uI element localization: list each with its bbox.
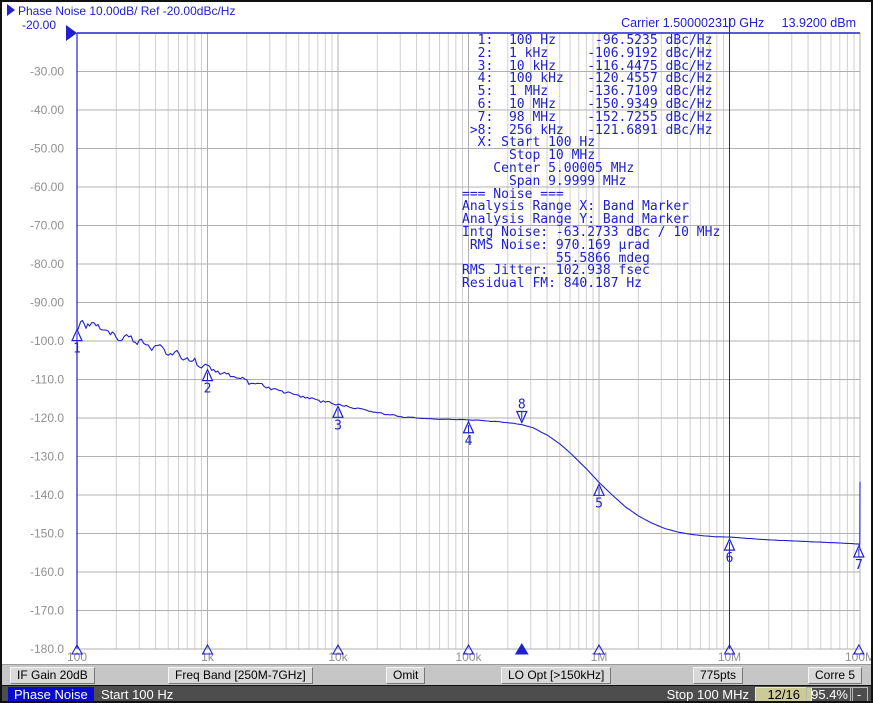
annotation-line: 5: 1 MHz -136.7109 dBc/Hz bbox=[462, 84, 713, 100]
annotation-line: 7: 98 MHz -152.7255 dBc/Hz bbox=[462, 109, 713, 125]
marker-number: 5 bbox=[595, 496, 603, 511]
trace-title-label: Phase Noise 10.00dB/ Ref -20.00dBc/Hz bbox=[18, 4, 236, 18]
marker-3-axis-indicator[interactable] bbox=[332, 643, 344, 655]
x-axis-label: 100M bbox=[845, 650, 873, 664]
y-axis-label: -120.0 bbox=[30, 411, 64, 425]
y-axis-label: -80.00 bbox=[30, 257, 64, 271]
trace-title[interactable]: Phase Noise 10.00dB/ Ref -20.00dBc/Hz bbox=[7, 4, 235, 18]
annotation-line: 55.5866 mdeg bbox=[462, 250, 650, 266]
marker-5-axis-indicator[interactable] bbox=[593, 643, 605, 655]
y-axis-label: -170.0 bbox=[30, 604, 64, 618]
marker-6-flag[interactable]: 6 bbox=[723, 537, 736, 566]
active-trace-icon bbox=[7, 4, 15, 16]
annotation-line: RMS Jitter: 102.938 fsec bbox=[462, 263, 650, 279]
stop-freq-readout: Stop 100 MHz bbox=[666, 687, 749, 702]
marker-number: 4 bbox=[465, 434, 473, 449]
x-axis-label: 10k bbox=[328, 650, 348, 664]
marker-2-flag[interactable]: 2 bbox=[201, 368, 214, 397]
freq-band-button[interactable]: Freq Band [250M-7GHz] bbox=[168, 667, 313, 684]
x-axis-label: 100 bbox=[67, 650, 87, 664]
y-axis-label: -130.0 bbox=[30, 450, 64, 464]
marker-3-flag[interactable]: 3 bbox=[332, 404, 344, 433]
marker-number: 1 bbox=[73, 342, 81, 357]
annotation-line: 1: 100 Hz -96.5235 dBc/Hz bbox=[462, 33, 713, 48]
annotation-line: >8: 256 kHz -121.6891 dBc/Hz bbox=[462, 122, 713, 138]
omit-button[interactable]: Omit bbox=[386, 667, 426, 684]
marker-1-flag[interactable]: 1 bbox=[71, 328, 83, 357]
annotation-line: Stop 10 MHz bbox=[462, 148, 596, 164]
y-axis-label: -90.00 bbox=[30, 296, 64, 310]
y-axis-label: -70.00 bbox=[30, 219, 64, 233]
y-axis-label: -140.0 bbox=[30, 488, 64, 502]
annotation-line: RMS Noise: 970.169 µrad bbox=[462, 237, 650, 253]
annotation-line: X: Start 100 Hz bbox=[462, 135, 596, 151]
marker-number: 3 bbox=[334, 418, 342, 433]
y-axis-label: -30.00 bbox=[30, 65, 64, 79]
marker-7-axis-indicator[interactable] bbox=[852, 643, 865, 655]
ref-level-label: -20.00 bbox=[22, 18, 57, 32]
phase-noise-trace bbox=[76, 319, 861, 546]
annotation-line: 6: 10 MHz -150.9349 dBc/Hz bbox=[462, 96, 713, 112]
marker-7-flag[interactable]: 7 bbox=[852, 544, 865, 573]
annotation-line: Intg Noise: -63.2733 dBc / 10 MHz bbox=[462, 224, 721, 240]
annotation-line: Residual FM: 840.187 Hz bbox=[462, 276, 643, 292]
annotation-line: 2: 1 kHz -106.9192 dBc/Hz bbox=[462, 45, 713, 61]
y-axis-label: -50.00 bbox=[30, 142, 64, 156]
annotation-line: 4: 100 kHz -120.4557 dBc/Hz bbox=[462, 71, 713, 87]
y-axis-label: -150.0 bbox=[30, 527, 64, 541]
start-freq-readout: Start 100 Hz bbox=[101, 687, 174, 702]
lo-opt-button[interactable]: LO Opt [>150kHz] bbox=[501, 667, 612, 684]
x-axis-label: 1k bbox=[201, 650, 215, 664]
y-axis-label: -100.0 bbox=[30, 334, 64, 348]
x-axis-label: 100k bbox=[455, 650, 482, 664]
marker-2-axis-indicator[interactable] bbox=[201, 643, 214, 655]
ref-level-marker-icon[interactable] bbox=[66, 25, 77, 41]
annotation-line: Analysis Range X: Band Marker bbox=[462, 199, 689, 215]
setup-toolbar: IF Gain 20dB Freq Band [250M-7GHz] Omit … bbox=[2, 664, 871, 685]
y-axis-label: -110.0 bbox=[31, 373, 64, 387]
mode-badge[interactable]: Phase Noise bbox=[8, 687, 94, 701]
annotation-line: === Noise === bbox=[462, 186, 564, 202]
correction-button[interactable]: Corre 5 bbox=[807, 667, 862, 684]
marker-number: 8 bbox=[518, 398, 526, 413]
marker-8-flag[interactable]: 8 bbox=[515, 398, 528, 424]
marker-1-axis-indicator[interactable] bbox=[71, 643, 83, 655]
marker-4-flag[interactable]: 4 bbox=[462, 420, 475, 449]
y-axis-label: -60.00 bbox=[30, 180, 64, 194]
annotation-line: 3: 10 kHz -116.4475 dBc/Hz bbox=[462, 58, 713, 74]
marker-8-axis-indicator[interactable] bbox=[514, 643, 529, 655]
sweep-progress: 95.4% bbox=[806, 687, 853, 701]
y-axis-label: -180.0 bbox=[30, 642, 64, 656]
carrier-readout: Carrier 1.500002310 GHz 13.9200 dBm bbox=[621, 16, 856, 30]
marker-number: 7 bbox=[855, 558, 863, 573]
annotation-line: Center 5.00005 MHz bbox=[462, 160, 635, 176]
marker-4-axis-indicator[interactable] bbox=[462, 643, 475, 655]
analysis-readout: 1: 100 Hz -96.5235 dBc/Hz 2: 1 kHz -106.… bbox=[462, 33, 721, 292]
status-bar: Phase Noise Start 100 Hz Stop 100 MHz 12… bbox=[2, 685, 871, 701]
marker-number: 6 bbox=[726, 551, 734, 566]
y-axis-label: -40.00 bbox=[30, 103, 64, 117]
x-axis-label: 1M bbox=[591, 650, 608, 664]
averaging-counter[interactable]: 12/16 bbox=[755, 687, 812, 701]
marker-number: 2 bbox=[204, 382, 212, 397]
y-axis-label: -160.0 bbox=[30, 565, 64, 579]
points-button[interactable]: 775pts bbox=[693, 667, 744, 684]
annotation-line: Analysis Range Y: Band Marker bbox=[462, 212, 689, 228]
if-gain-button[interactable]: IF Gain 20dB bbox=[10, 667, 95, 684]
annotation-line: Span 9.9999 MHz bbox=[462, 173, 627, 189]
marker-5-flag[interactable]: 5 bbox=[593, 482, 605, 511]
x-axis-label: 10M bbox=[718, 650, 741, 664]
status-extra-box[interactable]: - bbox=[850, 687, 868, 701]
marker-6-axis-indicator[interactable] bbox=[723, 643, 736, 655]
